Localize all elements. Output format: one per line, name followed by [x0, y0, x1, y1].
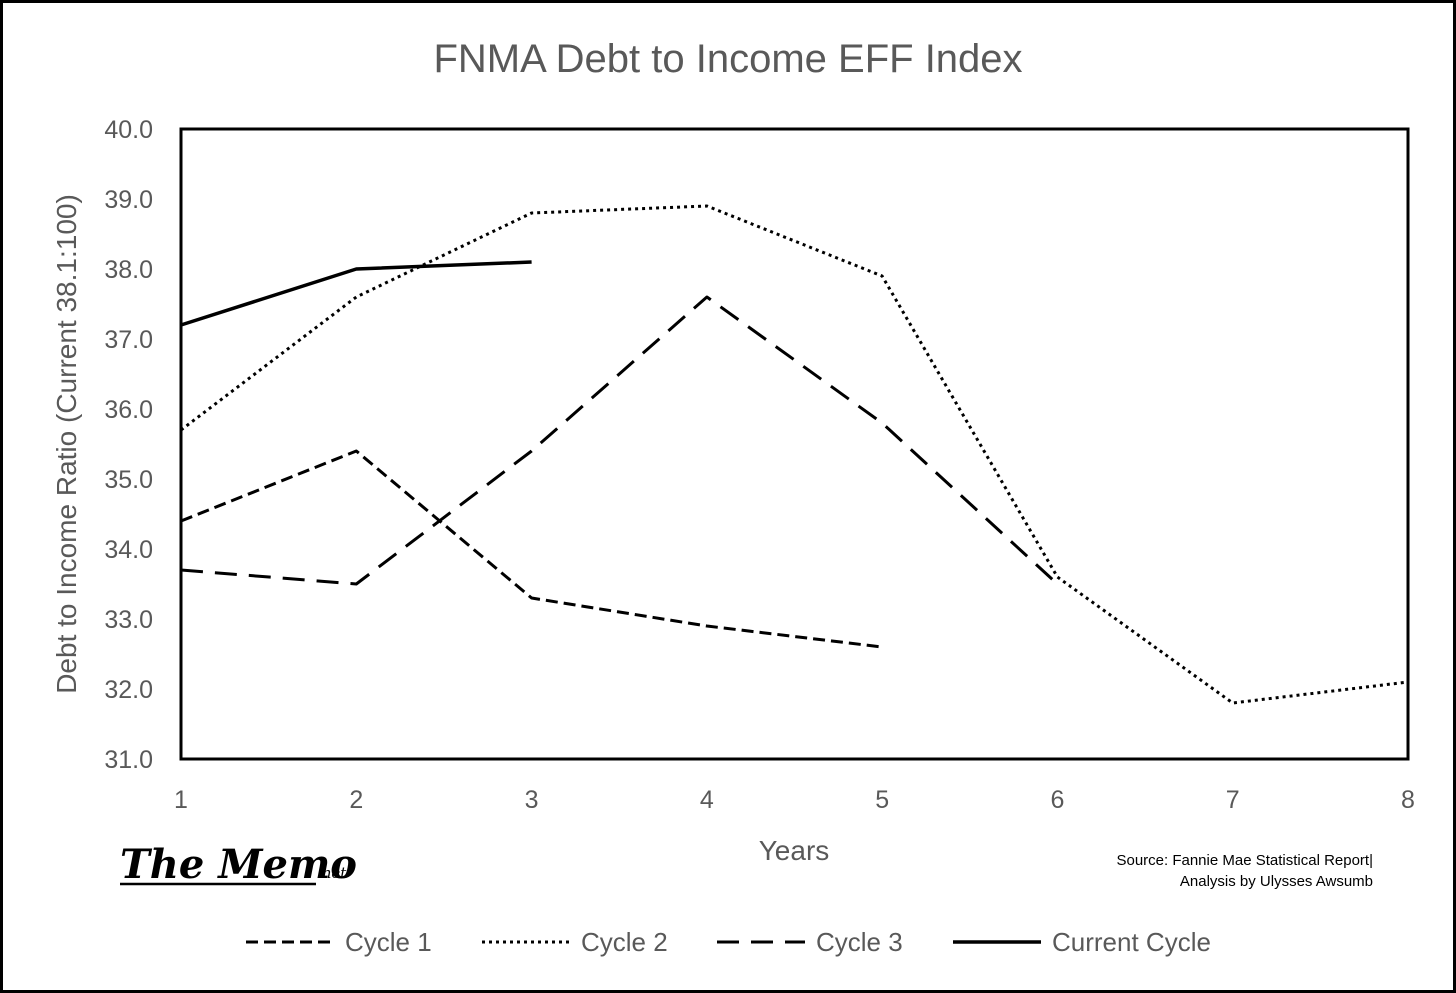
x-tick-label: 4 [700, 786, 714, 814]
x-tick-label: 2 [349, 786, 363, 814]
source-line-1: Source: Fannie Mae Statistical Report| [1116, 852, 1373, 869]
legend-label-cycle-2: Cycle 2 [581, 927, 668, 957]
legend-label-cycle-1: Cycle 1 [345, 927, 432, 957]
logo-suffix: .net [317, 864, 347, 882]
series-line-current-cycle [180, 260, 532, 327]
legend: Cycle 1 Cycle 2 Cycle 3 Current Cycle [246, 927, 1211, 957]
plot-area [179, 127, 1410, 761]
source-line-2: Analysis by Ulysses Awsumb [1180, 873, 1373, 890]
series-line-cycle-1 [180, 449, 883, 649]
x-tick-label: 5 [875, 786, 889, 814]
series-layer [180, 204, 1409, 705]
legend-label-current-cycle: Current Cycle [1052, 927, 1211, 957]
x-tick-label: 1 [174, 786, 188, 814]
y-tick-label: 35.0 [104, 466, 153, 494]
y-tick-label: 36.0 [104, 396, 153, 424]
logo-text: The Memo [120, 841, 357, 888]
series-line-cycle-2 [180, 204, 1409, 705]
y-tick-label: 33.0 [104, 606, 153, 634]
x-tick-label: 3 [525, 786, 539, 814]
x-axis-label: Years [759, 835, 830, 866]
y-tick-label: 37.0 [104, 326, 153, 354]
y-axis-label: Debt to Income Ratio (Current 38.1:100) [51, 194, 82, 694]
the-memo-logo: The Memo .net [120, 841, 357, 888]
y-tick-label: 31.0 [104, 746, 153, 774]
y-tick-label: 32.0 [104, 676, 153, 704]
y-tick-label: 40.0 [104, 116, 153, 144]
y-tick-label: 39.0 [104, 186, 153, 214]
x-tick-label: 8 [1401, 786, 1415, 814]
x-tick-label: 7 [1226, 786, 1240, 814]
x-tick-label: 6 [1050, 786, 1064, 814]
line-chart: FNMA Debt to Income EFF Index 31.032.033… [51, 37, 1415, 957]
y-axis-ticks: 31.0 32.0 33.0 34.0 35.0 36.0 37.0 38.0 39.0 40.0 [104, 116, 153, 774]
chart-title: FNMA Debt to Income EFF Index [433, 37, 1022, 81]
y-tick-label: 34.0 [104, 536, 153, 564]
x-axis-ticks: 1 2 3 4 5 6 7 8 [174, 786, 1415, 814]
y-tick-label: 38.0 [104, 256, 153, 284]
legend-label-cycle-3: Cycle 3 [816, 927, 903, 957]
series-line-cycle-3 [180, 295, 1059, 586]
